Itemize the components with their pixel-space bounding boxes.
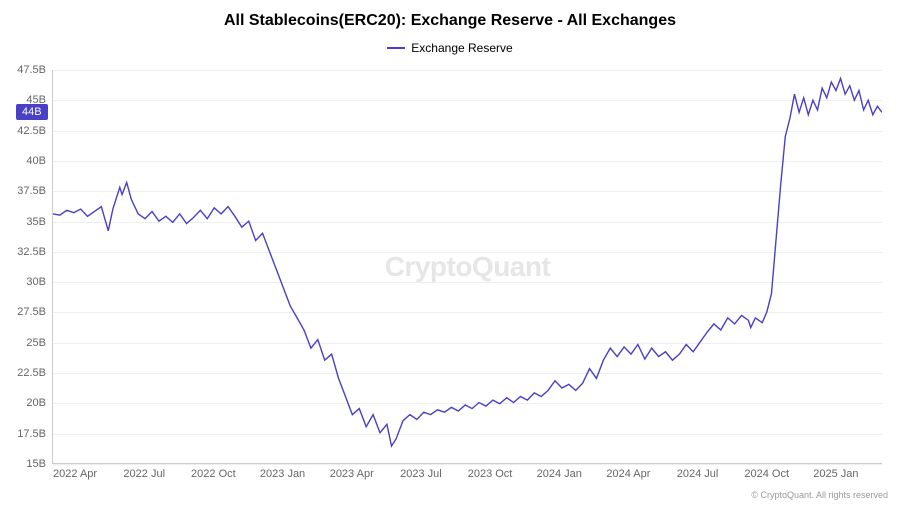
reserve-line (53, 78, 882, 446)
legend-item: Exchange Reserve (387, 41, 512, 55)
current-value-badge: 44B (16, 104, 48, 120)
y-tick-label: 30B (26, 276, 46, 288)
x-tick-label: 2023 Jan (260, 468, 305, 480)
legend: Exchange Reserve (0, 38, 900, 55)
x-tick-label: 2024 Oct (744, 468, 789, 480)
copyright-text: © CryptoQuant. All rights reserved (751, 490, 888, 500)
x-tick-label: 2025 Jan (813, 468, 858, 480)
x-tick-label: 2024 Jan (537, 468, 582, 480)
y-tick-label: 27.5B (17, 306, 46, 318)
x-tick-label: 2023 Jul (400, 468, 442, 480)
y-tick-label: 47.5B (17, 64, 46, 76)
x-tick-label: 2022 Jul (123, 468, 165, 480)
y-tick-label: 15B (26, 458, 46, 470)
y-tick-label: 42.5B (17, 125, 46, 137)
x-tick-label: 2023 Apr (330, 468, 374, 480)
x-tick-label: 2022 Apr (53, 468, 97, 480)
y-tick-label: 22.5B (17, 367, 46, 379)
y-tick-label: 32.5B (17, 246, 46, 258)
y-tick-label: 17.5B (17, 428, 46, 440)
x-tick-label: 2022 Oct (191, 468, 236, 480)
x-tick-label: 2023 Oct (468, 468, 513, 480)
plot-area[interactable]: CryptoQuant (52, 70, 882, 464)
chart-container: All Stablecoins(ERC20): Exchange Reserve… (0, 0, 900, 506)
x-tick-label: 2024 Apr (606, 468, 650, 480)
line-chart-svg (53, 70, 882, 463)
y-axis: 15B17.5B20B22.5B25B27.5B30B32.5B35B37.5B… (0, 70, 52, 464)
y-tick-label: 35B (26, 216, 46, 228)
legend-label: Exchange Reserve (411, 41, 512, 55)
y-tick-label: 25B (26, 337, 46, 349)
x-tick-label: 2024 Jul (677, 468, 719, 480)
current-value-label: 44B (22, 106, 42, 118)
chart-title: All Stablecoins(ERC20): Exchange Reserve… (0, 0, 900, 30)
y-tick-label: 20B (26, 397, 46, 409)
y-tick-label: 37.5B (17, 185, 46, 197)
legend-swatch (387, 47, 405, 49)
y-tick-label: 40B (26, 155, 46, 167)
